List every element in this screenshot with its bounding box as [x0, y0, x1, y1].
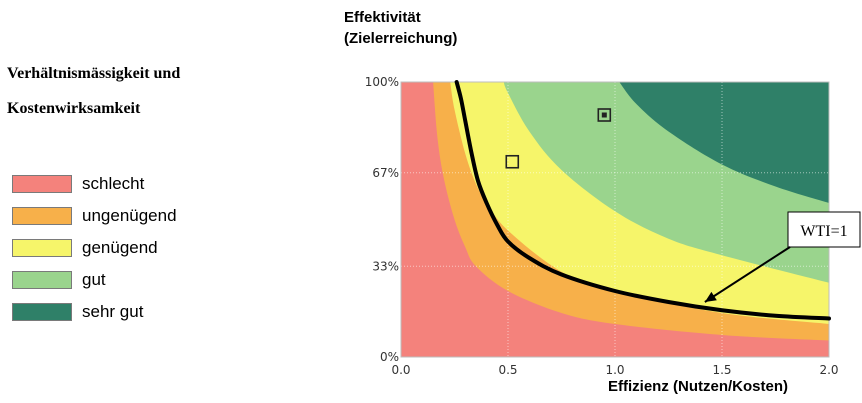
y-axis-title: Effektivität (Zielerreichung)	[344, 7, 457, 49]
legend-label-ungenuegend: ungenügend	[82, 206, 177, 225]
annotation-arrowhead-0	[704, 291, 717, 302]
legend-label-sehr-gut: sehr gut	[82, 302, 144, 321]
y-tick-label-0: 0%	[380, 350, 399, 364]
lines	[454, 80, 831, 321]
marker-dot-1	[601, 112, 607, 118]
ticks: 0.0 0.5 1.0 1.5 2.0 0% 33% 67% 100%	[365, 75, 839, 377]
legend-swatch-schlecht	[12, 175, 72, 193]
x-tick-label-1: 0.5	[498, 363, 517, 377]
y-tick-label-2: 67%	[372, 166, 399, 180]
x-tick-label-3: 1.5	[712, 363, 731, 377]
side-title: Verhältnismässigkeit und Kostenwirksamke…	[7, 56, 307, 126]
marker-0	[505, 154, 520, 169]
legend-item-genuegend: genügend	[12, 237, 272, 261]
legend-item-gut: gut	[12, 269, 272, 293]
legend-label-genuegend: genügend	[82, 238, 158, 257]
legend-item-sehr-gut: sehr gut	[12, 301, 272, 325]
legend-label-schlecht: schlecht	[82, 174, 145, 193]
legend-item-schlecht: schlecht	[12, 173, 272, 197]
x-tick-label-2: 1.0	[605, 363, 624, 377]
side-title-line-2: Kostenwirksamkeit	[7, 100, 141, 117]
legend-swatch-genuegend	[12, 239, 72, 257]
legend-swatch-sehr-gut	[12, 303, 72, 321]
marker-1	[597, 108, 612, 122]
series-line-0	[454, 80, 831, 321]
annotations: WTI=1	[704, 211, 861, 303]
zones	[401, 82, 829, 357]
y-tick-label-3: 100%	[365, 75, 399, 89]
markers	[505, 108, 612, 169]
legend-swatch-ungenuegend	[12, 207, 72, 225]
y-tick-label-1: 33%	[372, 259, 399, 273]
annotation-box-0	[787, 211, 861, 248]
x-tick-label-4: 2.0	[819, 363, 838, 377]
side-title-line-1: Verhältnismässigkeit und	[7, 65, 181, 82]
legend-item-ungenuegend: ungenügend	[12, 205, 272, 229]
legend-label-gut: gut	[82, 270, 106, 289]
x-axis-title: Effizienz (Nutzen/Kosten)	[608, 378, 788, 395]
annotation-label-0: WTI=1	[800, 223, 847, 240]
y-axis-title-line-2: (Zielerreichung)	[344, 30, 458, 47]
y-axis-title-line-1: Effektivität	[344, 9, 421, 26]
x-tick-label-0: 0.0	[391, 363, 410, 377]
annotation-arrow-0	[704, 246, 791, 303]
legend-swatch-gut	[12, 271, 72, 289]
